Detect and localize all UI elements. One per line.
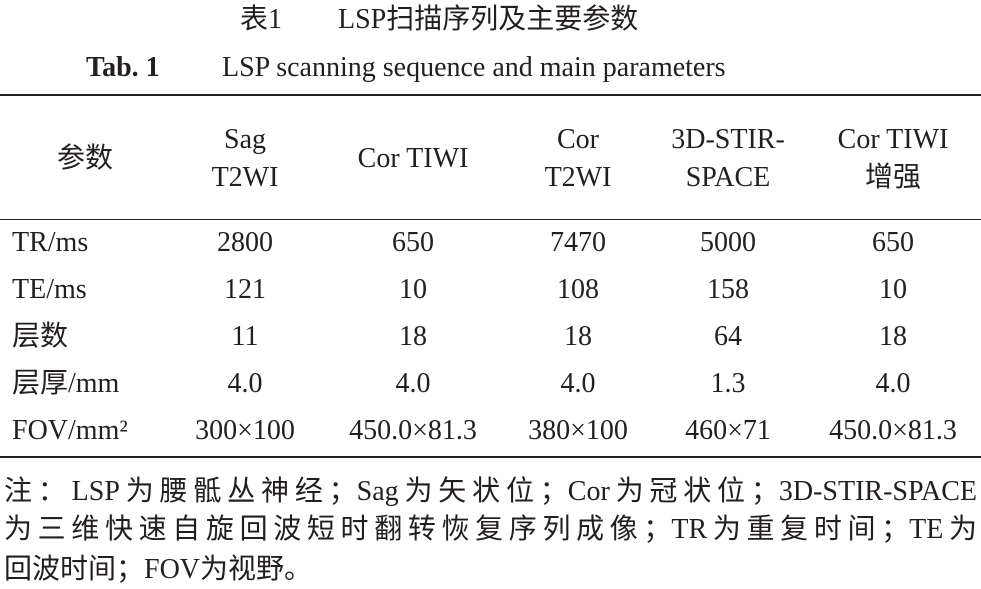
caption-title-cn: LSP扫描序列及主要参数 bbox=[338, 4, 639, 35]
cell: 4.0 bbox=[875, 368, 911, 399]
cell: 158 bbox=[707, 274, 749, 305]
bottom-rule bbox=[0, 456, 981, 458]
cell: 18 bbox=[399, 321, 427, 352]
cell: 64 bbox=[714, 321, 742, 352]
caption-label-en: Tab. 1 bbox=[86, 52, 160, 83]
header-cell: Cor TIWI bbox=[357, 143, 469, 174]
header-cell: Sag bbox=[224, 124, 266, 155]
cell: 18 bbox=[879, 321, 907, 352]
header-cell: 参数 bbox=[56, 143, 114, 174]
caption-title-en: LSP scanning sequence and main parameter… bbox=[222, 52, 726, 83]
cell: 650 bbox=[392, 227, 434, 258]
header-cell: 增强 bbox=[864, 162, 922, 193]
caption-label-cn: 表1 bbox=[240, 4, 283, 35]
cell: 5000 bbox=[700, 227, 756, 258]
top-rule bbox=[0, 94, 981, 96]
cell: 650 bbox=[872, 227, 914, 258]
cell: 10 bbox=[879, 274, 907, 305]
cell: 2800 bbox=[217, 227, 273, 258]
note-line: 为三维快速自旋回波短时翻转恢复序列成像；TR为重复时间；TE为 bbox=[4, 514, 977, 545]
row-label: TR/ms bbox=[12, 227, 89, 258]
cell: 380×100 bbox=[528, 415, 628, 446]
cell: 18 bbox=[564, 321, 592, 352]
header-rule bbox=[0, 219, 981, 220]
row-label: 层数 bbox=[12, 321, 69, 352]
header-cell: Cor bbox=[557, 124, 599, 155]
cell: 4.0 bbox=[395, 368, 431, 399]
cell: 450.0×81.3 bbox=[829, 415, 957, 446]
cell: 460×71 bbox=[685, 415, 771, 446]
row-label: TE/ms bbox=[12, 274, 87, 305]
cell: 1.3 bbox=[710, 368, 746, 399]
header-cell: T2WI bbox=[544, 162, 612, 193]
header-cell: SPACE bbox=[685, 162, 771, 193]
cell: 10 bbox=[399, 274, 427, 305]
cell: 300×100 bbox=[195, 415, 295, 446]
header-cell: T2WI bbox=[211, 162, 279, 193]
row-label: 层厚/mm bbox=[12, 368, 120, 399]
note-line: 注：LSP为腰骶丛神经；Sag为矢状位；Cor为冠状位；3D-STIR-SPAC… bbox=[4, 476, 977, 507]
cell: 4.0 bbox=[560, 368, 596, 399]
cell: 7470 bbox=[550, 227, 606, 258]
cell: 108 bbox=[557, 274, 599, 305]
row-label: FOV/mm² bbox=[12, 415, 128, 446]
cell: 11 bbox=[231, 321, 259, 352]
note-line: 回波时间；FOV为视野。 bbox=[4, 554, 313, 585]
cell: 121 bbox=[224, 274, 266, 305]
cell: 450.0×81.3 bbox=[349, 415, 477, 446]
header-cell: Cor TIWI bbox=[837, 124, 949, 155]
cell: 4.0 bbox=[227, 368, 263, 399]
header-cell: 3D-STIR- bbox=[671, 124, 785, 155]
